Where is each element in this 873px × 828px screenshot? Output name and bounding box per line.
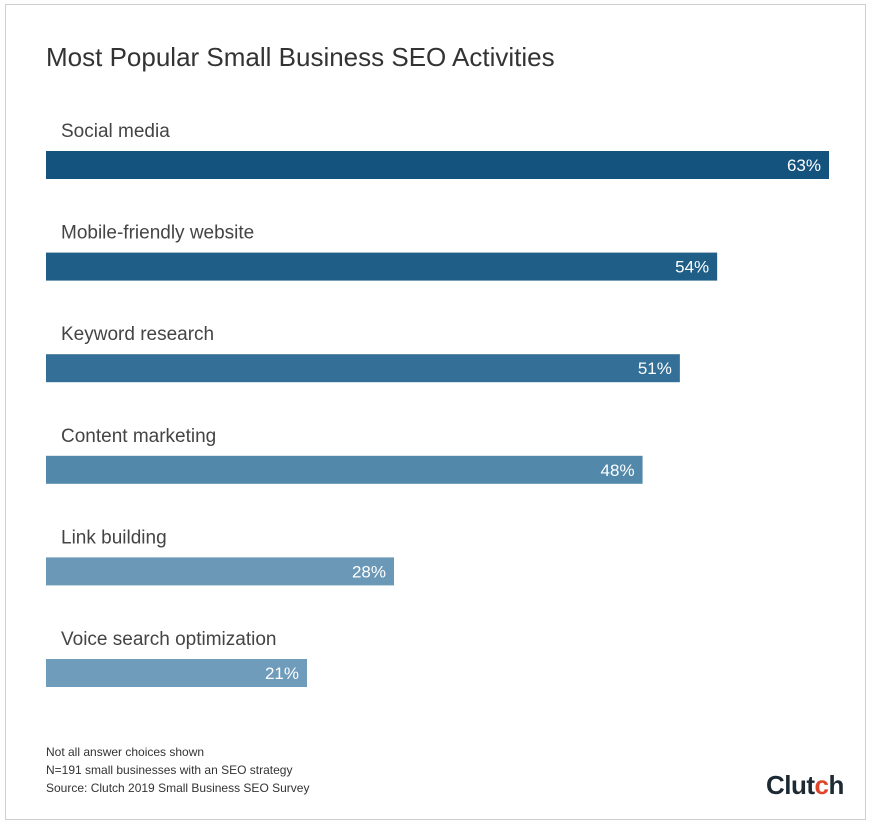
category-label: Keyword research bbox=[61, 324, 214, 345]
value-label: 28% bbox=[352, 562, 386, 581]
bar bbox=[46, 151, 829, 179]
footnote-sample: N=191 small businesses with an SEO strat… bbox=[46, 763, 293, 777]
value-label: 48% bbox=[601, 461, 635, 480]
bar bbox=[46, 557, 394, 586]
category-label: Voice search optimization bbox=[61, 629, 276, 650]
bar bbox=[46, 252, 718, 281]
value-label: 51% bbox=[638, 359, 672, 378]
bar bbox=[46, 455, 643, 484]
value-label: 54% bbox=[675, 258, 709, 277]
clutch-logo: Clutch bbox=[766, 770, 844, 800]
footnote-answers: Not all answer choices shown bbox=[46, 745, 205, 759]
category-label: Link building bbox=[61, 527, 167, 548]
category-label: Content marketing bbox=[61, 426, 216, 447]
logo-accent-letter: c bbox=[814, 770, 829, 800]
value-label: 63% bbox=[787, 156, 821, 175]
bar bbox=[46, 659, 307, 687]
value-label: 21% bbox=[265, 664, 299, 683]
category-label: Mobile-friendly website bbox=[61, 223, 254, 244]
category-label: Social media bbox=[61, 121, 170, 142]
chart-title: Most Popular Small Business SEO Activiti… bbox=[46, 42, 555, 72]
footnote-source: Source: Clutch 2019 Small Business SEO S… bbox=[46, 781, 310, 795]
bar bbox=[46, 354, 680, 383]
